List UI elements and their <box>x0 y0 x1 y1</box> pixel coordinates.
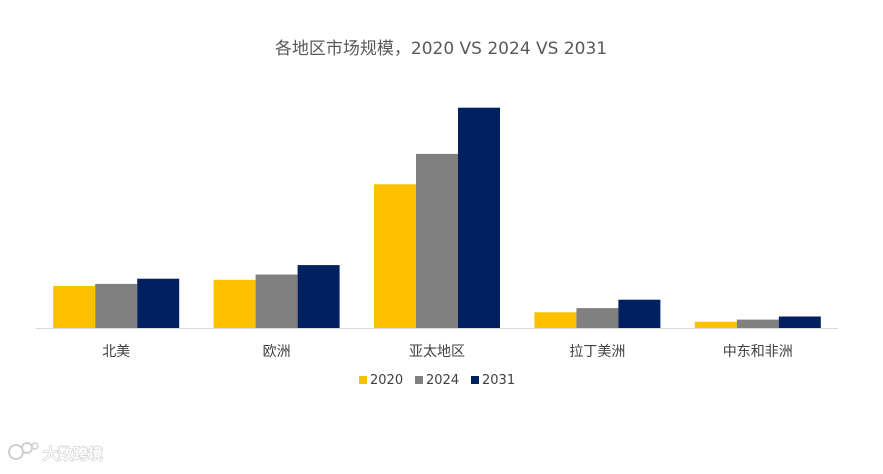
bar-2020-4 <box>534 312 577 328</box>
category-label: 拉丁美洲 <box>569 344 625 360</box>
bar-2024-3 <box>416 153 458 328</box>
bar-2024-4 <box>576 308 619 328</box>
legend-label-2024: 2024 <box>426 373 459 388</box>
bar-2031-2 <box>297 265 340 328</box>
legend-swatch-2024 <box>415 376 423 384</box>
legend-swatch-2031 <box>471 376 479 384</box>
bar-2031-3 <box>458 107 500 328</box>
bar-2031-4 <box>618 299 661 328</box>
legend: 2020 2024 2031 <box>359 373 515 388</box>
watermark-text: 大数跨境 <box>43 445 103 463</box>
watermark-logo-icon <box>8 442 39 460</box>
bar-2020-1 <box>53 286 96 328</box>
bar-2024-1 <box>95 283 138 328</box>
bar-2020-2 <box>213 279 256 328</box>
category-label: 北美 <box>102 344 130 360</box>
bar-2024-5 <box>736 319 779 328</box>
bar-2031-5 <box>778 316 821 328</box>
bar-2020-5 <box>694 321 737 328</box>
category-label: 中东和非洲 <box>723 344 793 360</box>
legend-label-2031: 2031 <box>482 373 515 388</box>
watermark: 大数跨境 <box>8 442 104 464</box>
bars-layer <box>53 107 821 328</box>
bar-2020-3 <box>374 184 416 328</box>
category-label: 欧洲 <box>263 344 291 360</box>
bar-2024-2 <box>255 274 298 328</box>
category-labels: 北美 欧洲 亚太地区 拉丁美洲 中东和非洲 <box>102 344 793 360</box>
bar-2031-1 <box>137 278 180 328</box>
chart-title: 各地区市场规模，2020 VS 2024 VS 2031 <box>275 39 607 59</box>
legend-swatch-2020 <box>359 376 367 384</box>
category-label: 亚太地区 <box>409 344 465 360</box>
legend-label-2020: 2020 <box>370 373 403 388</box>
